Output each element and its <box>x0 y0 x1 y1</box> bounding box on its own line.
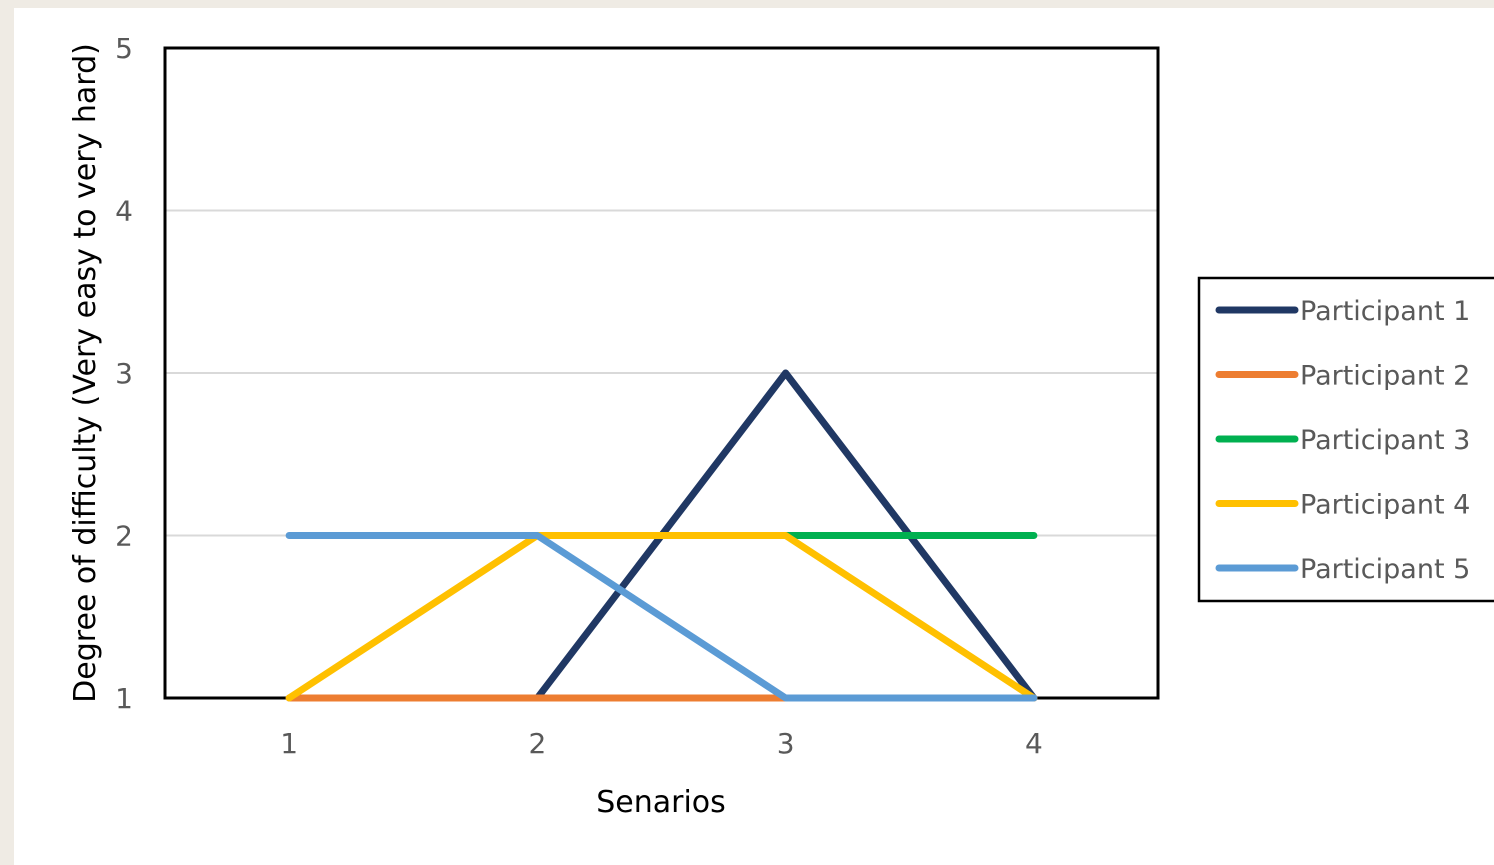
y-tick-label-5: 5 <box>115 32 133 65</box>
x-axis-title: Senarios <box>596 785 726 820</box>
legend-label-participant-5: Participant 5 <box>1300 554 1470 585</box>
legend: Participant 1 Participant 2 Participant 3 P… <box>1197 276 1494 603</box>
x-tick-label-4: 4 <box>1025 727 1043 760</box>
legend-label-participant-3: Participant 3 <box>1300 425 1470 456</box>
y-tick-label-1: 1 <box>115 682 133 715</box>
x-tick-label-3: 3 <box>777 727 795 760</box>
legend-label-participant-1: Participant 1 <box>1300 296 1470 327</box>
x-tick-label-2: 2 <box>528 727 546 760</box>
gridlines <box>165 209 1158 699</box>
x-axis-ticks: 1 2 3 4 <box>280 727 1043 760</box>
series-line-participant-4 <box>285 532 1038 702</box>
x-tick-label-1: 1 <box>280 727 298 760</box>
y-tick-label-3: 3 <box>115 357 133 390</box>
y-tick-label-4: 4 <box>115 195 133 228</box>
series-line-participant-5 <box>285 532 1038 702</box>
y-tick-label-2: 2 <box>115 520 133 553</box>
legend-label-participant-2: Participant 2 <box>1300 361 1470 392</box>
series-lines <box>285 369 1038 702</box>
y-axis-ticks: 1 2 3 4 5 <box>115 32 133 715</box>
legend-label-participant-4: Participant 4 <box>1300 490 1470 521</box>
y-axis-title: Degree of difficulty (Very easy to very … <box>68 43 103 703</box>
